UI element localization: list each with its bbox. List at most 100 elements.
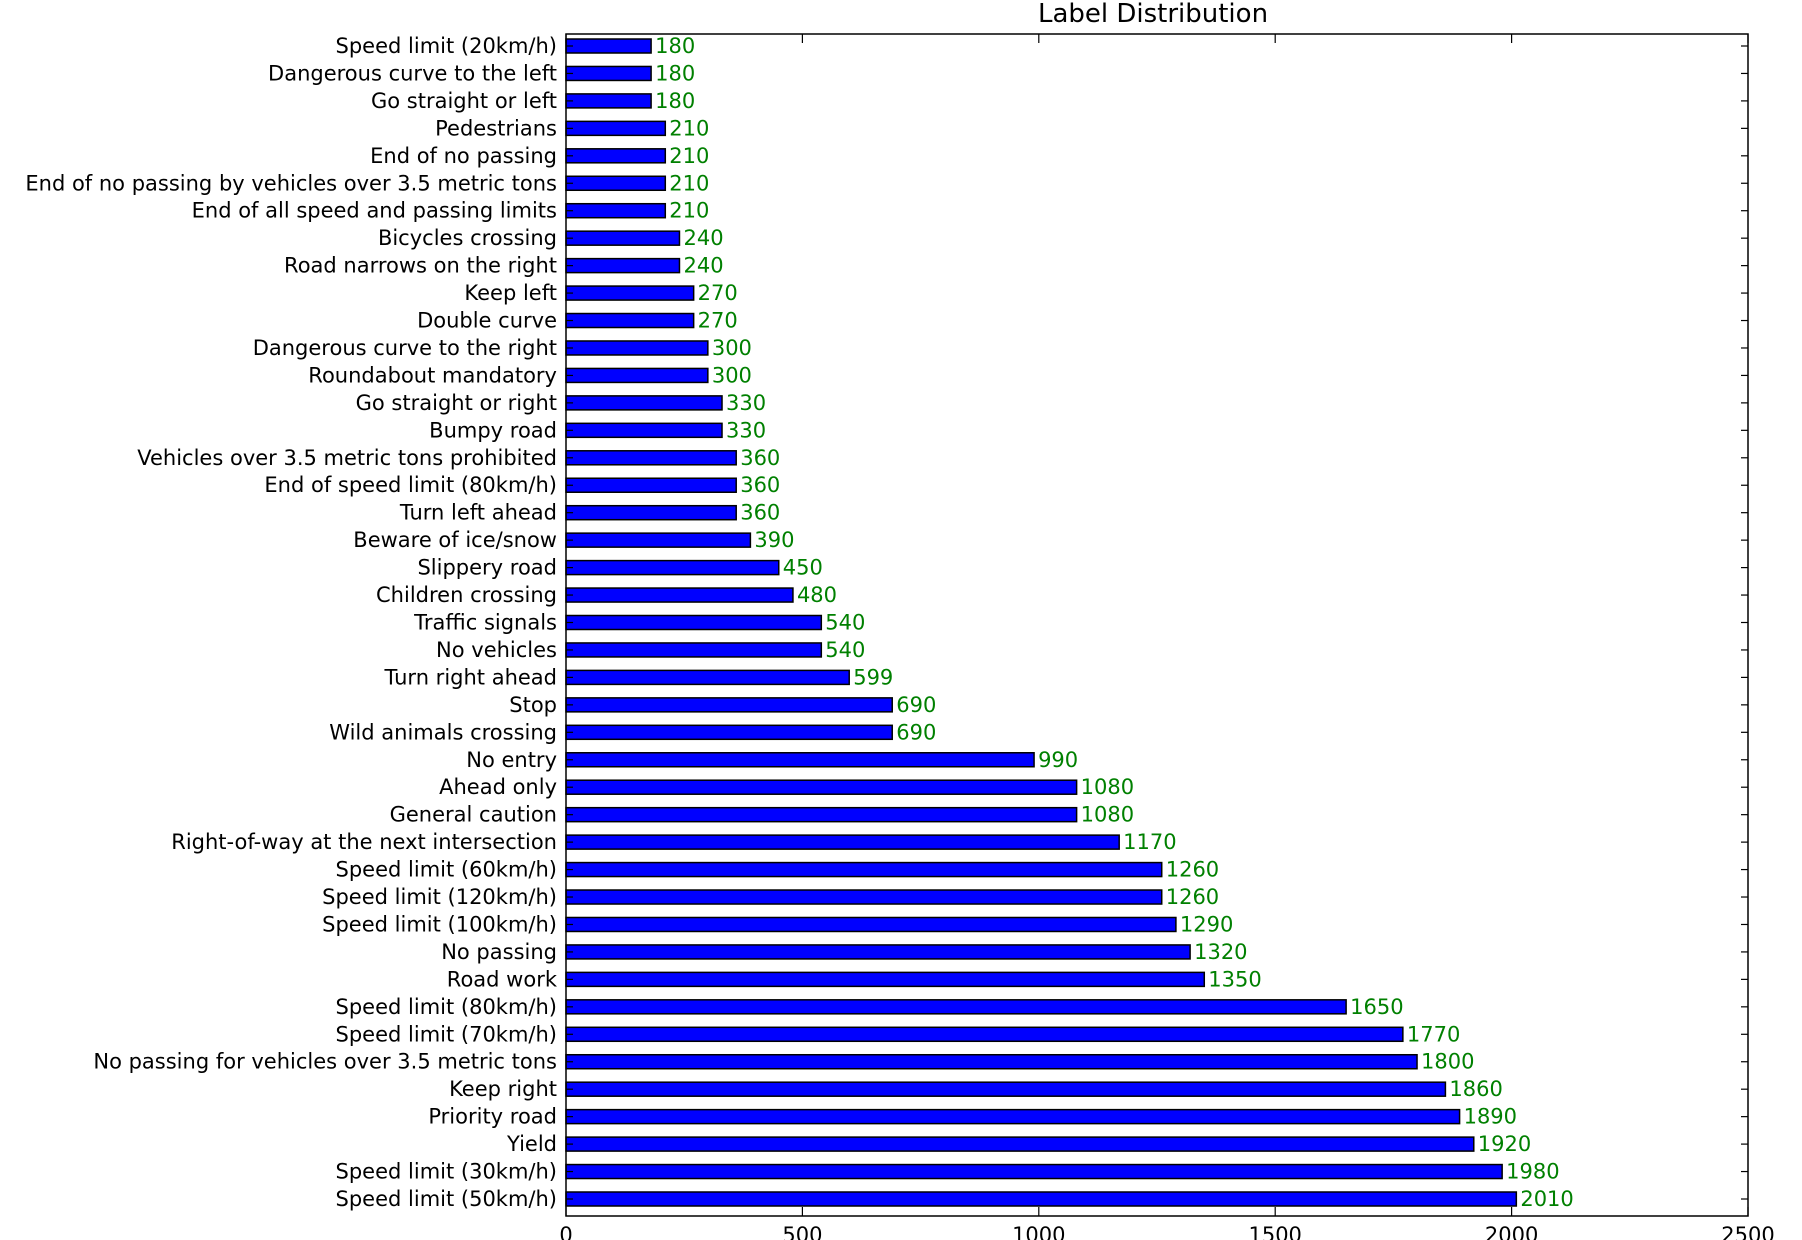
bar — [565, 93, 652, 109]
category-label: End of speed limit (80km/h) — [264, 473, 557, 497]
category-label: Speed limit (60km/h) — [336, 858, 557, 882]
bar — [565, 1163, 1503, 1180]
x-tick-label: 2500 — [1721, 1223, 1774, 1240]
category-label: Double curve — [417, 309, 557, 333]
category-label: Speed limit (70km/h) — [336, 1022, 557, 1046]
value-label: 2010 — [1520, 1187, 1573, 1211]
bar — [565, 230, 681, 246]
value-label: 300 — [712, 336, 752, 360]
category-label: Ahead only — [439, 775, 557, 799]
category-label: Roundabout mandatory — [308, 363, 557, 387]
bar — [565, 861, 1163, 878]
value-label: 1320 — [1194, 940, 1247, 964]
category-label: Dangerous curve to the right — [253, 336, 557, 360]
category-label: End of no passing by vehicles over 3.5 m… — [25, 171, 557, 195]
category-label: Pedestrians — [435, 116, 557, 140]
value-label: 330 — [726, 391, 766, 415]
bar — [565, 916, 1177, 933]
bar — [565, 1136, 1475, 1152]
bar — [565, 422, 723, 439]
value-label: 360 — [740, 501, 780, 525]
value-label: 1260 — [1166, 885, 1219, 909]
category-label: Traffic signals — [413, 611, 557, 635]
category-label: No entry — [466, 748, 557, 772]
value-label: 180 — [655, 89, 695, 113]
bar — [565, 1108, 1461, 1125]
x-tick-label: 2000 — [1485, 1223, 1538, 1240]
category-label: Wild animals crossing — [329, 720, 557, 744]
category-label: Priority road — [428, 1105, 557, 1129]
category-label: Stop — [509, 693, 557, 717]
bar — [565, 889, 1163, 905]
bar — [565, 1191, 1518, 1207]
category-label: Speed limit (50km/h) — [336, 1187, 557, 1211]
bar — [565, 450, 737, 466]
category-label: Yield — [506, 1132, 557, 1156]
bar — [565, 148, 667, 164]
value-label: 690 — [896, 720, 936, 744]
bar — [565, 504, 737, 521]
bar — [565, 614, 823, 631]
category-label: Keep right — [449, 1077, 557, 1101]
category-label: Turn left ahead — [399, 501, 557, 525]
bar — [565, 532, 752, 548]
value-label: 540 — [825, 638, 865, 662]
bar — [565, 559, 780, 576]
bar — [565, 38, 652, 54]
category-label: Go straight or left — [371, 89, 557, 113]
value-label: 990 — [1038, 748, 1078, 772]
value-label: 690 — [896, 693, 936, 717]
value-label: 1800 — [1421, 1050, 1474, 1074]
value-label: 1770 — [1407, 1022, 1460, 1046]
ticks-layer: 0 500 1000 1500 2000 2500 — [559, 34, 1775, 1240]
bar — [565, 834, 1120, 850]
bar — [565, 285, 695, 301]
value-label: 360 — [740, 473, 780, 497]
category-label: Children crossing — [376, 583, 557, 607]
value-label: 1080 — [1081, 803, 1134, 827]
value-label: 1890 — [1464, 1105, 1517, 1129]
value-label: 1290 — [1180, 912, 1233, 936]
x-tick-label: 500 — [782, 1223, 822, 1240]
bar — [565, 587, 794, 603]
value-label: 300 — [712, 363, 752, 387]
bar — [565, 752, 1035, 768]
value-label: 330 — [726, 418, 766, 442]
value-label: 1170 — [1123, 830, 1176, 854]
category-label: No vehicles — [436, 638, 557, 662]
bar — [565, 1053, 1418, 1070]
value-label: 599 — [853, 665, 893, 689]
bar — [565, 944, 1191, 960]
category-label: Right-of-way at the next intersection — [171, 830, 557, 854]
value-label: 450 — [783, 556, 823, 580]
value-label: 240 — [683, 226, 723, 250]
bar — [565, 120, 667, 137]
value-label: 270 — [698, 309, 738, 333]
category-label: Speed limit (100km/h) — [322, 912, 557, 936]
category-label: Road work — [447, 967, 558, 991]
value-label: 540 — [825, 611, 865, 635]
category-label: Bumpy road — [429, 418, 557, 442]
value-label: 1350 — [1208, 967, 1261, 991]
bars-layer: Speed limit (20km/h) 180 Dangerous curve t… — [25, 34, 1573, 1211]
value-label: 1260 — [1166, 858, 1219, 882]
bar — [565, 202, 667, 219]
category-label: No passing — [441, 940, 557, 964]
category-label: General caution — [390, 803, 557, 827]
bar — [565, 477, 737, 493]
value-label: 1860 — [1449, 1077, 1502, 1101]
category-label: Go straight or right — [356, 391, 557, 415]
bar — [565, 806, 1078, 823]
bar — [565, 724, 893, 741]
bar — [565, 1026, 1404, 1043]
bar — [565, 340, 709, 356]
value-label: 480 — [797, 583, 837, 607]
plot-frame — [565, 33, 1749, 1217]
category-label: Speed limit (20km/h) — [336, 34, 557, 58]
value-label: 240 — [683, 254, 723, 278]
category-label: End of all speed and passing limits — [192, 199, 557, 223]
value-label: 1920 — [1478, 1132, 1531, 1156]
value-label: 210 — [669, 144, 709, 168]
category-label: Turn right ahead — [383, 665, 557, 689]
value-label: 1980 — [1506, 1160, 1559, 1184]
